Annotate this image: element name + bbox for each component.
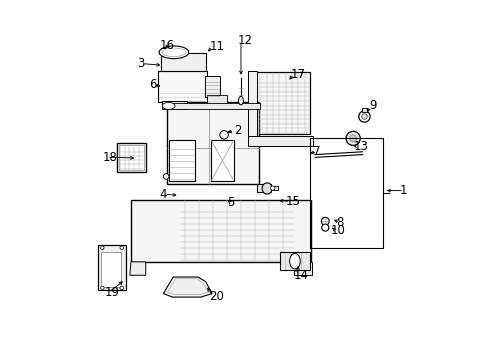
Text: 13: 13: [353, 140, 368, 153]
Text: 12: 12: [237, 34, 252, 47]
Ellipse shape: [346, 131, 360, 145]
Ellipse shape: [162, 48, 185, 57]
Bar: [247, 136, 313, 147]
Ellipse shape: [361, 114, 366, 119]
Ellipse shape: [120, 246, 123, 249]
Bar: [98, 245, 125, 290]
Text: 9: 9: [369, 99, 376, 112]
Text: 2: 2: [233, 124, 241, 137]
Bar: [165, 103, 260, 109]
Ellipse shape: [159, 46, 188, 59]
Bar: [279, 252, 309, 270]
Text: 17: 17: [290, 68, 305, 81]
Ellipse shape: [162, 102, 175, 109]
Ellipse shape: [289, 253, 300, 269]
Bar: [161, 101, 186, 109]
Text: 20: 20: [209, 290, 224, 303]
Bar: [117, 143, 145, 172]
Ellipse shape: [262, 183, 271, 194]
Bar: [210, 140, 233, 181]
Ellipse shape: [120, 286, 123, 290]
Bar: [166, 102, 258, 184]
Text: 5: 5: [226, 197, 234, 210]
Polygon shape: [163, 277, 212, 297]
Ellipse shape: [270, 186, 274, 190]
Bar: [309, 138, 382, 248]
Text: 8: 8: [336, 216, 343, 229]
Text: 16: 16: [160, 40, 175, 53]
Ellipse shape: [101, 286, 104, 290]
Bar: [168, 140, 195, 181]
Ellipse shape: [321, 217, 328, 225]
Ellipse shape: [238, 96, 243, 105]
Bar: [119, 145, 143, 170]
Ellipse shape: [163, 174, 169, 179]
Bar: [255, 72, 309, 134]
Bar: [158, 71, 207, 102]
Bar: [257, 184, 271, 192]
Ellipse shape: [219, 131, 228, 139]
Bar: [131, 200, 310, 262]
Text: 15: 15: [285, 195, 301, 208]
Text: 14: 14: [293, 269, 308, 282]
Text: 7: 7: [313, 145, 320, 158]
Text: 4: 4: [160, 188, 167, 201]
Text: 10: 10: [330, 224, 345, 237]
Ellipse shape: [358, 111, 369, 122]
Text: 6: 6: [149, 78, 157, 91]
Bar: [160, 53, 206, 71]
Ellipse shape: [101, 246, 104, 249]
Text: 18: 18: [102, 150, 117, 163]
Bar: [247, 71, 256, 138]
Bar: [361, 108, 366, 112]
Ellipse shape: [349, 135, 356, 142]
Polygon shape: [130, 262, 145, 275]
Bar: [204, 76, 219, 97]
Ellipse shape: [321, 224, 328, 231]
Text: 1: 1: [399, 184, 407, 197]
Text: 19: 19: [105, 286, 120, 299]
Bar: [270, 186, 277, 190]
Text: 11: 11: [209, 40, 224, 53]
Bar: [207, 95, 226, 106]
Bar: [101, 252, 121, 287]
Text: 3: 3: [137, 57, 144, 70]
Polygon shape: [293, 262, 311, 275]
